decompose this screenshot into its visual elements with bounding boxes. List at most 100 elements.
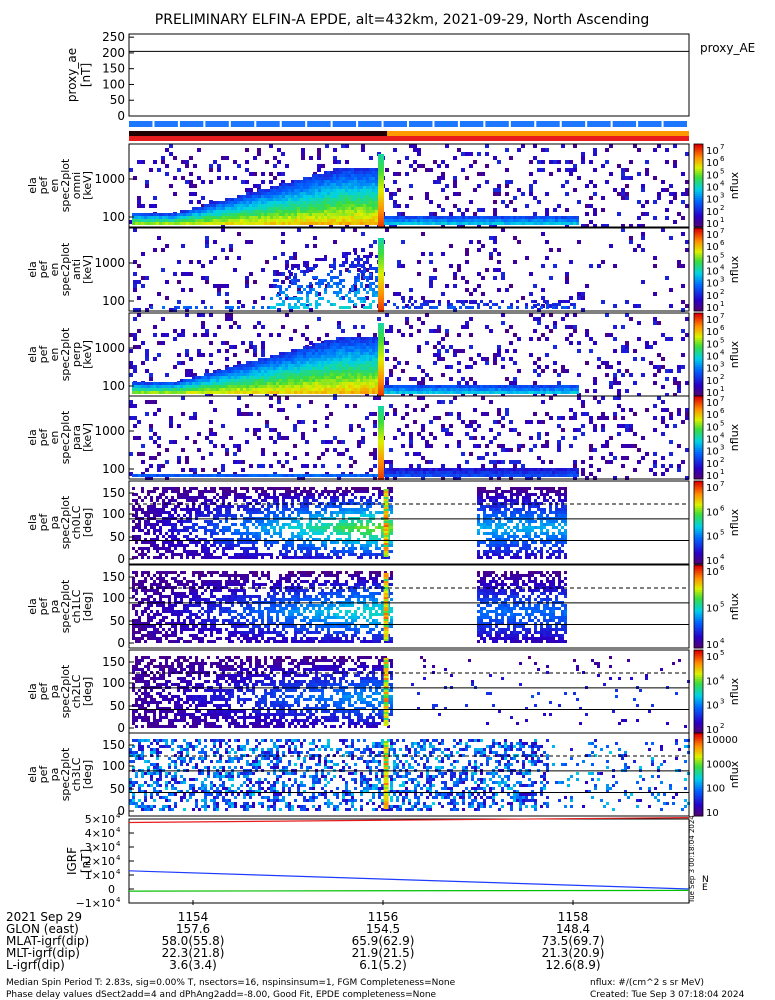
spectrogram-cell xyxy=(288,216,291,219)
spectrogram-cell xyxy=(465,474,468,477)
spectrogram-cell xyxy=(384,222,387,225)
spectrogram-cell xyxy=(333,376,336,379)
spectrogram-cell xyxy=(141,391,144,394)
spectrogram-cell xyxy=(201,222,204,225)
spectrogram-cell xyxy=(229,308,233,312)
spectrogram-cell xyxy=(195,219,198,222)
spectrogram-cell xyxy=(255,192,258,195)
spectrogram-cell xyxy=(369,171,372,174)
spectrogram-cell xyxy=(162,388,165,391)
spectrogram-cell xyxy=(159,213,162,216)
spectrogram-cell xyxy=(309,204,312,207)
spectrogram-cell xyxy=(324,373,327,376)
proxy-ae-tick-label: 150 xyxy=(102,62,125,76)
spectrogram-cell xyxy=(409,393,413,397)
spectrogram-cell xyxy=(249,210,252,213)
spectrogram-cell xyxy=(533,317,537,321)
spectrogram-cell xyxy=(396,306,399,309)
spectrogram-cell xyxy=(426,388,429,391)
spectrogram-cell xyxy=(625,444,629,448)
spectrogram-cell xyxy=(399,471,402,474)
spectrogram-cell xyxy=(360,385,363,388)
spectrogram-cell xyxy=(605,460,609,464)
spectrogram-cell xyxy=(273,452,277,456)
spectrogram-cell xyxy=(471,222,474,225)
spectrogram-cell xyxy=(301,333,305,337)
spectrogram-cell xyxy=(324,219,327,222)
colorbar-tick-label: 10 xyxy=(706,376,719,387)
spectrogram-cell xyxy=(318,201,321,204)
spectrogram-cell xyxy=(342,279,345,282)
spectrogram-cell xyxy=(333,189,336,192)
spectrogram-cell xyxy=(363,340,366,343)
spectrogram-cell xyxy=(180,382,183,385)
spectrogram-spike xyxy=(378,363,384,365)
spectrogram-cell xyxy=(237,164,241,168)
spectrogram-cell xyxy=(294,379,297,382)
spectrogram-cell xyxy=(351,349,354,352)
spectrogram-ylabel: spec2plot xyxy=(59,158,72,212)
spectrogram-cell xyxy=(213,391,216,394)
spectrogram-cell xyxy=(625,313,629,317)
spectrogram-cell xyxy=(222,210,225,213)
spectrogram-cell xyxy=(180,222,183,225)
spectrogram-cell xyxy=(249,198,252,201)
spectrogram-cell xyxy=(261,474,264,477)
spectrogram-cell xyxy=(637,321,641,325)
colorbar-tick-label: 10 xyxy=(706,352,719,363)
spectrogram-cell xyxy=(330,370,333,373)
spectrogram-spike xyxy=(378,266,384,268)
spectrogram-cell xyxy=(363,358,366,361)
spectrogram-cell xyxy=(366,171,369,174)
spectrogram-spike xyxy=(378,333,384,335)
spectrogram-cell xyxy=(267,198,270,201)
colorbar-segment xyxy=(694,352,703,355)
spectrogram-cell xyxy=(625,192,629,196)
spectrogram-cell xyxy=(345,255,348,258)
spectrogram-cell xyxy=(540,222,543,225)
spectrogram-cell xyxy=(417,381,421,385)
spectrogram-cell xyxy=(138,391,141,394)
spectrogram-cell xyxy=(465,365,469,369)
spectrogram-cell xyxy=(509,180,513,184)
spectrogram-cell xyxy=(348,343,351,346)
spectrogram-cell xyxy=(330,349,333,352)
spectrogram-cell xyxy=(231,370,234,373)
spectrogram-cell xyxy=(339,337,342,340)
spectrogram-cell xyxy=(513,391,516,394)
spectrogram-cell xyxy=(330,276,333,279)
spectrogram-cell xyxy=(261,391,264,394)
spectrogram-spike xyxy=(378,208,384,210)
spectrogram-cell xyxy=(373,420,377,424)
spectrogram-cell xyxy=(360,355,363,358)
spectrogram-cell xyxy=(581,400,585,404)
spectrogram-cell xyxy=(219,213,222,216)
spectrogram-cell xyxy=(273,373,276,376)
spectrogram-cell xyxy=(401,432,405,436)
spectrogram-cell xyxy=(285,352,288,355)
spectrogram-cell xyxy=(348,373,351,376)
spectrogram-cell xyxy=(309,291,312,294)
spectrogram-cell xyxy=(438,471,441,474)
spectrogram-cell xyxy=(161,341,165,345)
spectrogram-cell xyxy=(300,358,303,361)
spectrogram-cell xyxy=(267,207,270,210)
spectrogram-cell xyxy=(261,222,264,225)
spectrogram-cell xyxy=(246,216,249,219)
spectrogram-cell xyxy=(609,244,613,248)
spectrogram-cell xyxy=(645,212,649,216)
spectrogram-cell xyxy=(469,424,473,428)
spectrogram-cell xyxy=(609,365,613,369)
spectrogram-cell xyxy=(629,373,633,377)
spectrogram-cell xyxy=(339,306,342,309)
spectrogram-cell xyxy=(281,252,285,256)
spectrogram-cell xyxy=(309,391,312,394)
spectrogram-cell xyxy=(497,412,501,416)
colorbar-tick-exponent: 7 xyxy=(720,227,724,235)
spectrogram-cell xyxy=(294,192,297,195)
spectrogram-cell xyxy=(372,358,375,361)
spectrogram-cell xyxy=(222,207,225,210)
spectrogram-cell xyxy=(144,216,147,219)
spectrogram-cell xyxy=(261,373,264,376)
spectrogram-cell xyxy=(285,186,288,189)
